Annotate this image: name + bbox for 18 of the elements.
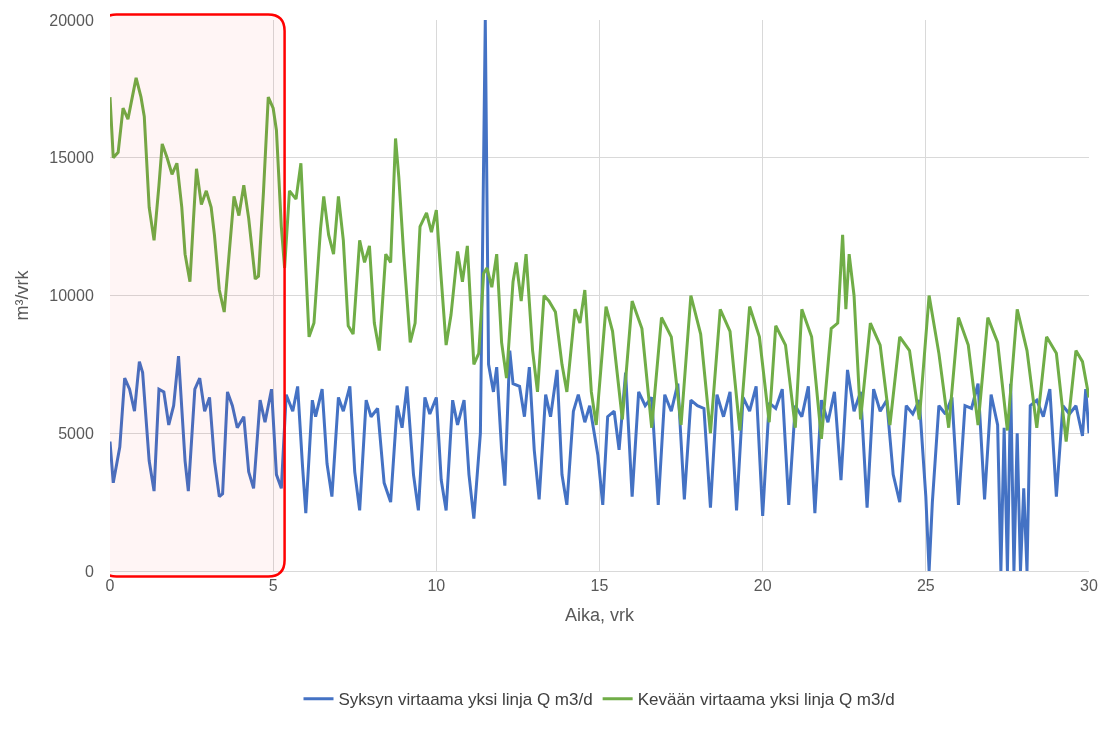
x-tick-label: 10 (427, 577, 446, 595)
line-series (110, 76, 1089, 444)
y-axis-title: m³/vrk (12, 269, 33, 321)
line-series (110, 20, 1089, 571)
x-tick-label: 5 (268, 577, 278, 595)
x-tick-label: 15 (590, 577, 609, 595)
y-tick-label: 0 (84, 562, 94, 580)
x-tick-label: 30 (1080, 577, 1098, 595)
y-tick-label: 5000 (58, 424, 94, 442)
y-tick-label: 15000 (49, 149, 94, 167)
legend-label: Syksyn virtaama yksi linja Q m3/d (338, 690, 593, 710)
y-tick-label: 10000 (49, 287, 94, 305)
x-tick-label: 25 (916, 577, 935, 595)
x-axis-title: Aika, vrk (564, 605, 635, 626)
x-tick-label: 20 (753, 577, 772, 595)
y-tick-label: 20000 (49, 11, 94, 29)
x-tick-label: 0 (105, 577, 115, 595)
legend-label: Kevään virtaama yksi linja Q m3/d (637, 690, 895, 710)
